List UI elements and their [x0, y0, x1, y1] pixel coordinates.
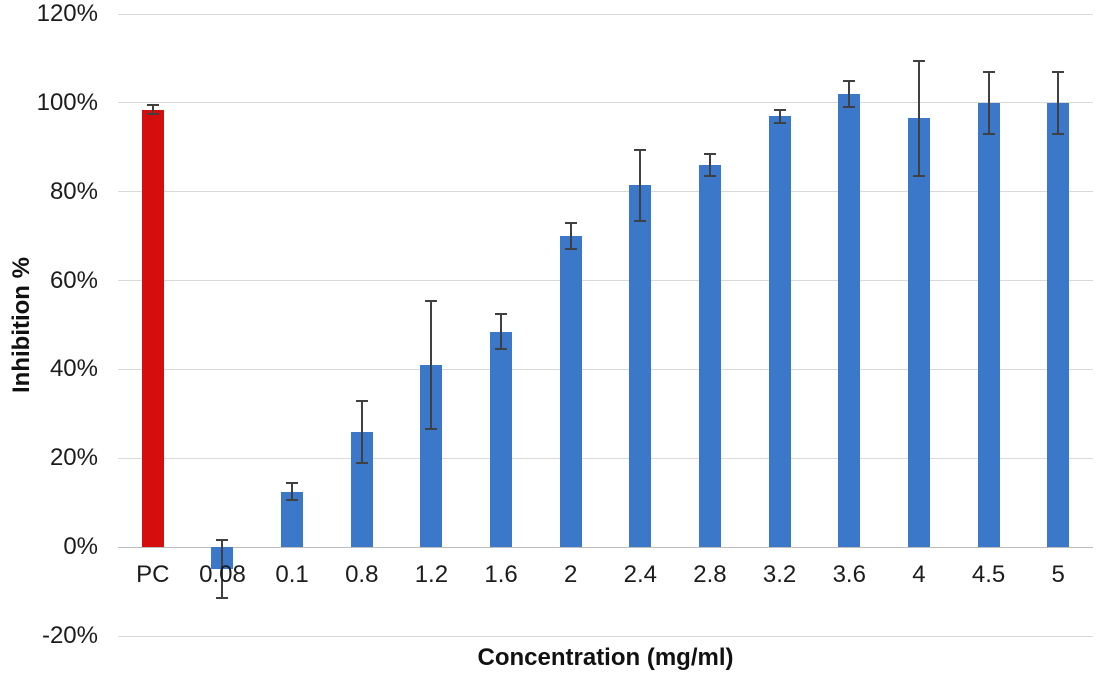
error-bar	[151, 105, 154, 114]
gridline	[118, 102, 1093, 104]
error-bar-top-cap	[425, 299, 438, 302]
bar	[350, 431, 373, 548]
error-bar	[917, 60, 920, 177]
y-tick-label: 100%	[36, 88, 98, 116]
error-bar	[500, 313, 503, 350]
y-tick-label: 20%	[49, 444, 98, 472]
error-bar-bottom-cap	[146, 112, 159, 115]
x-tick-label: 2	[563, 561, 578, 588]
error-bar-top-cap	[286, 481, 299, 484]
x-tick-label: 3.6	[832, 561, 866, 588]
error-bar-bottom-cap	[286, 499, 299, 502]
bar	[977, 102, 1000, 548]
error-bar-bottom-cap	[425, 428, 438, 431]
error-bar-top-cap	[1052, 70, 1065, 73]
x-tick-label: 5	[1051, 561, 1065, 588]
error-bar-top-cap	[355, 399, 368, 402]
gridline	[118, 13, 1093, 15]
error-bar-top-cap	[146, 104, 159, 107]
x-tick-label: 1.2	[414, 561, 449, 588]
error-bar-top-cap	[216, 539, 229, 542]
error-bar-bottom-cap	[564, 248, 577, 251]
x-tick-label: 4	[912, 561, 926, 588]
error-bar-bottom-cap	[703, 175, 716, 178]
error-bar-top-cap	[703, 152, 716, 155]
gridline	[118, 457, 1093, 459]
x-tick-label: 4.5	[971, 561, 1006, 588]
error-bar	[778, 109, 781, 123]
x-tick-label: 0.8	[345, 561, 379, 588]
error-bar-top-cap	[773, 108, 786, 111]
error-bar	[221, 540, 224, 599]
error-bar-bottom-cap	[634, 219, 647, 222]
bar	[629, 185, 652, 548]
x-axis-title: Concentration (mg/ml)	[477, 644, 734, 671]
x-tick-label: 0.08	[199, 561, 246, 588]
error-bar	[708, 153, 711, 177]
error-bar-top-cap	[982, 70, 995, 73]
bar	[141, 109, 164, 548]
bar	[490, 331, 513, 548]
x-tick-label: 0.1	[275, 561, 309, 588]
error-bar-top-cap	[495, 312, 508, 315]
x-tick-label: 1.6	[484, 561, 518, 588]
bar	[559, 236, 582, 548]
y-tick-label: 40%	[49, 355, 98, 383]
bar	[698, 165, 721, 548]
error-bar-top-cap	[634, 148, 647, 151]
error-bar	[569, 222, 572, 250]
bar	[1047, 102, 1070, 548]
error-bar-bottom-cap	[843, 106, 856, 109]
error-bar	[360, 400, 363, 463]
error-bar	[291, 482, 294, 501]
error-bar-bottom-cap	[355, 461, 368, 464]
error-bar-bottom-cap	[216, 597, 229, 600]
error-bar	[987, 71, 990, 134]
error-bar	[848, 80, 851, 108]
error-bar	[430, 300, 433, 430]
bar	[281, 491, 304, 548]
gridline	[118, 280, 1093, 282]
x-tick-label: 2.8	[693, 561, 727, 588]
y-tick-label: 80%	[49, 177, 98, 205]
error-bar-bottom-cap	[773, 121, 786, 124]
bar	[768, 116, 791, 548]
gridline	[118, 191, 1093, 193]
bar	[420, 364, 443, 548]
gridline	[118, 635, 1093, 637]
y-tick-label: 0%	[63, 533, 98, 561]
bar	[838, 93, 861, 548]
gridline	[118, 368, 1093, 370]
bar	[907, 118, 930, 548]
error-bar-top-cap	[912, 59, 925, 62]
error-bar-bottom-cap	[982, 132, 995, 135]
x-tick-label: 2.4	[623, 561, 657, 588]
y-tick-label: -20%	[41, 622, 98, 649]
error-bar-top-cap	[843, 79, 856, 82]
error-bar	[1057, 71, 1060, 134]
error-bar-bottom-cap	[912, 175, 925, 178]
y-tick-label: 120%	[36, 0, 98, 27]
x-tick-label: 3.2	[762, 561, 797, 588]
error-bar-bottom-cap	[495, 348, 508, 351]
x-axis-line	[118, 546, 1093, 548]
x-tick-label: PC	[136, 561, 170, 588]
error-bar	[639, 149, 642, 221]
error-bar-top-cap	[564, 221, 577, 224]
y-tick-label: 60%	[49, 266, 98, 294]
error-bar-bottom-cap	[1052, 132, 1065, 135]
